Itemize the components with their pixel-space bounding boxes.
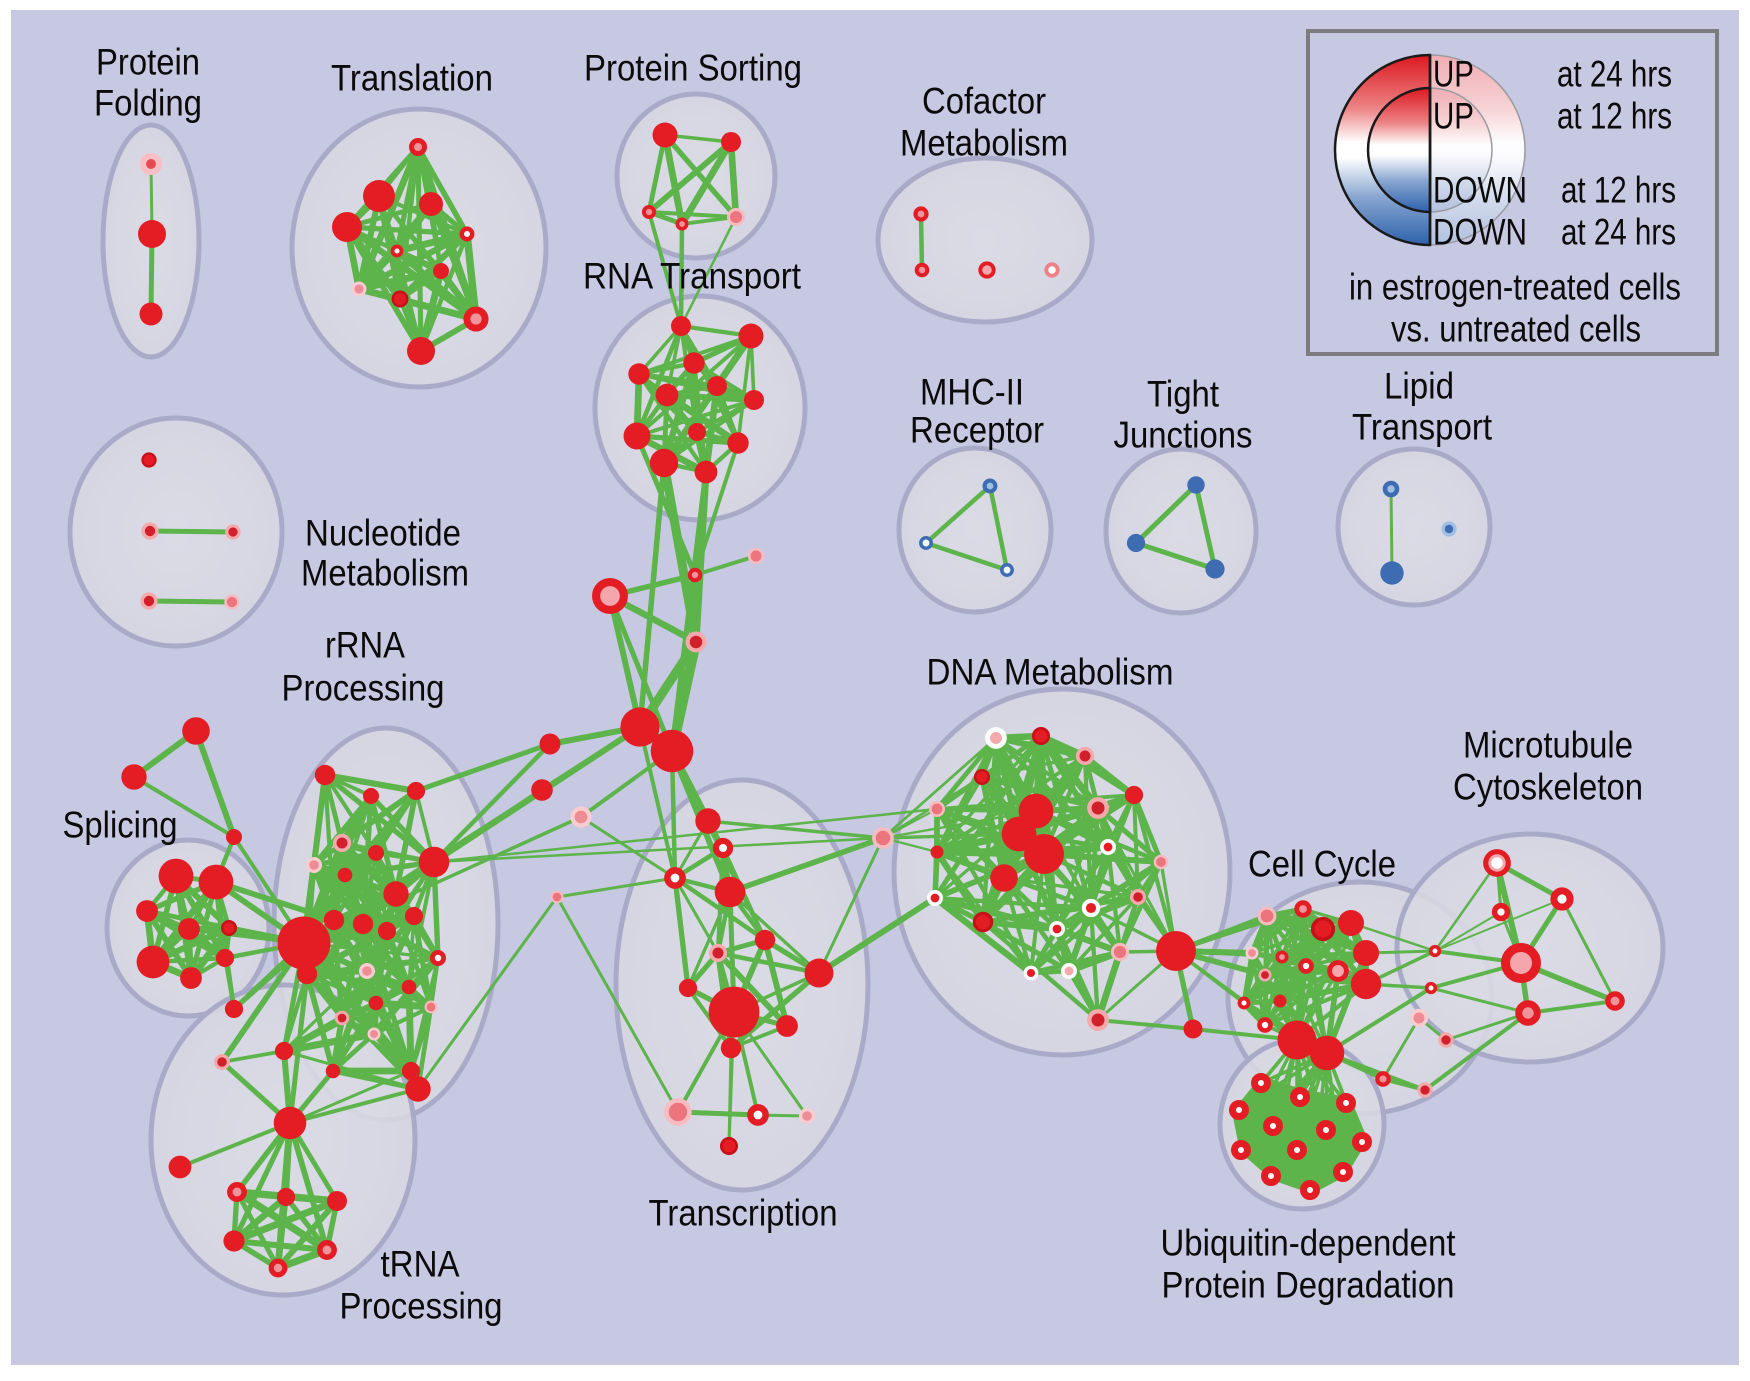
svg-text:Transcription: Transcription [649,1193,838,1234]
svg-text:Receptor: Receptor [910,410,1044,451]
svg-text:Ubiquitin-dependent: Ubiquitin-dependent [1161,1223,1457,1264]
svg-text:RNA Transport: RNA Transport [583,256,802,297]
svg-text:at 24 hrs: at 24 hrs [1561,212,1676,253]
svg-text:DOWN: DOWN [1433,212,1527,253]
svg-text:Microtubule: Microtubule [1463,725,1633,766]
svg-text:Cofactor: Cofactor [922,81,1046,122]
svg-text:at 24 hrs: at 24 hrs [1557,54,1672,95]
svg-text:Protein Sorting: Protein Sorting [584,48,802,89]
svg-text:DNA Metabolism: DNA Metabolism [927,652,1174,693]
svg-text:vs. untreated cells: vs. untreated cells [1391,309,1641,350]
svg-text:Protein Degradation: Protein Degradation [1162,1265,1455,1306]
svg-text:Junctions: Junctions [1114,415,1253,456]
svg-text:Metabolism: Metabolism [301,553,469,594]
svg-text:tRNA: tRNA [381,1244,460,1285]
svg-text:MHC-II: MHC-II [920,372,1024,413]
svg-text:in estrogen-treated cells: in estrogen-treated cells [1349,267,1681,308]
svg-text:DOWN: DOWN [1433,170,1527,211]
svg-text:UP: UP [1433,96,1474,137]
svg-text:Processing: Processing [340,1286,503,1327]
svg-text:rRNA: rRNA [325,625,405,666]
svg-text:Cytoskeleton: Cytoskeleton [1453,767,1643,808]
svg-text:Processing: Processing [282,668,445,709]
svg-text:Splicing: Splicing [63,805,178,846]
svg-text:Translation: Translation [331,58,493,99]
svg-text:Tight: Tight [1147,374,1220,415]
svg-text:Cell Cycle: Cell Cycle [1248,844,1396,885]
svg-text:Folding: Folding [94,83,202,124]
svg-text:Transport: Transport [1352,407,1493,448]
svg-text:Nucleotide: Nucleotide [305,513,461,554]
svg-text:at 12 hrs: at 12 hrs [1557,96,1672,137]
svg-text:at 12 hrs: at 12 hrs [1561,170,1676,211]
svg-text:Metabolism: Metabolism [900,123,1068,164]
svg-text:UP: UP [1433,54,1474,95]
svg-text:Protein: Protein [96,42,200,83]
svg-text:Lipid: Lipid [1384,366,1454,407]
